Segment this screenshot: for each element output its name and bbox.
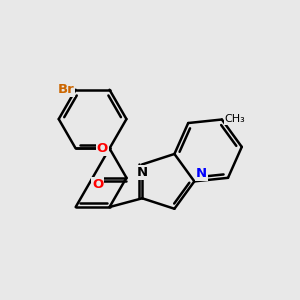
Text: N: N xyxy=(137,166,148,179)
Text: Br: Br xyxy=(57,83,74,96)
Text: O: O xyxy=(97,142,108,155)
Text: CH₃: CH₃ xyxy=(225,115,246,124)
Text: O: O xyxy=(92,178,103,191)
Text: N: N xyxy=(196,167,207,180)
